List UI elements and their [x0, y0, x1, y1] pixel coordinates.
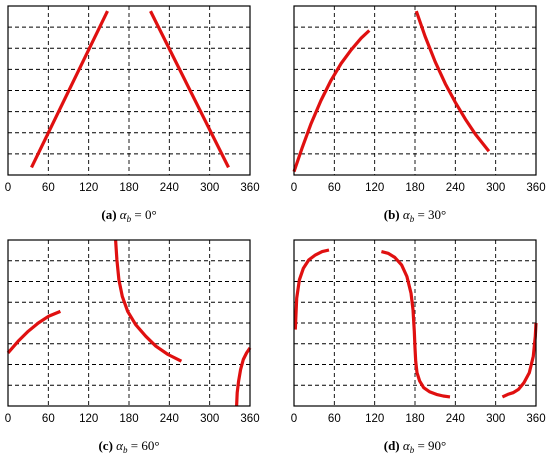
x-tick-label: 120 [365, 413, 384, 425]
curve-segment-1 [30, 10, 109, 169]
x-tick-label: 0 [5, 182, 11, 194]
caption-subscript: b [410, 214, 415, 224]
curve-segment-3 [235, 347, 252, 407]
x-tick-label: 120 [79, 182, 98, 194]
x-tick-label: 360 [526, 182, 545, 194]
x-tick-label: 300 [200, 413, 219, 425]
x-tick-label: 120 [79, 413, 98, 425]
x-tick-label: 180 [405, 413, 424, 425]
caption-tag: (b) [384, 207, 400, 222]
x-tick-label: 0 [291, 182, 297, 194]
x-tick-label: 180 [405, 182, 424, 194]
chart-panel-1: 0 60 120 180 240 300 360 (a) αb = 0° [5, 5, 260, 224]
panel-caption: (a) αb = 0° [101, 207, 156, 224]
x-tick-label: 60 [328, 413, 341, 425]
caption-tag: (a) [101, 207, 116, 222]
x-tick-label: 300 [486, 413, 505, 425]
caption-value: = 30° [414, 207, 446, 222]
caption-tag: (c) [98, 438, 112, 453]
curve-segment-2 [114, 239, 183, 363]
panel-caption: (c) αb = 60° [98, 438, 159, 455]
plot-frame [7, 239, 251, 407]
caption-symbol: α [403, 207, 411, 222]
x-tick-label: 0 [5, 413, 11, 425]
caption-symbol: α [116, 438, 124, 453]
x-tick-label: 300 [486, 182, 505, 194]
panel-caption: (d) αb = 90° [384, 438, 447, 455]
caption-value: = 60° [127, 438, 159, 453]
chart-panel-2: 0 60 120 180 240 300 360 (b) αb = 30° [291, 5, 546, 224]
caption-subscript: b [123, 445, 128, 455]
x-tick-label: 180 [119, 182, 138, 194]
caption-value: = 0° [131, 207, 157, 222]
curve-segment-2 [381, 250, 451, 399]
plot-frame [293, 5, 537, 176]
x-tick-label: 180 [119, 413, 138, 425]
x-tick-label: 60 [42, 413, 55, 425]
plot-frame [7, 5, 251, 176]
x-tick-label: 240 [160, 413, 179, 425]
x-tick-label: 120 [365, 182, 384, 194]
curve-segment-3 [501, 322, 538, 399]
panel-caption: (b) αb = 30° [384, 207, 447, 224]
x-tick-label: 360 [526, 413, 545, 425]
x-tick-label: 240 [446, 413, 465, 425]
curve-segment-1 [6, 309, 62, 354]
curve-segment-1 [292, 29, 371, 173]
chart-panel-4: 0 60 120 180 240 300 360 (d) αb = 90° [291, 239, 546, 455]
x-tick-label: 360 [240, 182, 259, 194]
curve-segment-2 [149, 10, 230, 169]
caption-symbol: α [120, 207, 128, 222]
x-tick-label: 0 [291, 413, 297, 425]
x-tick-label: 240 [160, 182, 179, 194]
curve-segment-1 [293, 248, 330, 330]
chart-panel-3: 0 60 120 180 240 300 360 (c) αb = 60° [5, 239, 260, 455]
x-tick-label: 240 [446, 182, 465, 194]
caption-subscript: b [127, 214, 132, 224]
curve-segment-2 [414, 10, 491, 153]
caption-subscript: b [410, 445, 415, 455]
x-tick-label: 360 [240, 413, 259, 425]
caption-value: = 90° [414, 438, 446, 453]
x-tick-label: 60 [328, 182, 341, 194]
x-tick-label: 60 [42, 182, 55, 194]
caption-tag: (d) [384, 438, 400, 453]
plot-frame [293, 239, 537, 407]
caption-symbol: α [403, 438, 411, 453]
x-tick-label: 300 [200, 182, 219, 194]
